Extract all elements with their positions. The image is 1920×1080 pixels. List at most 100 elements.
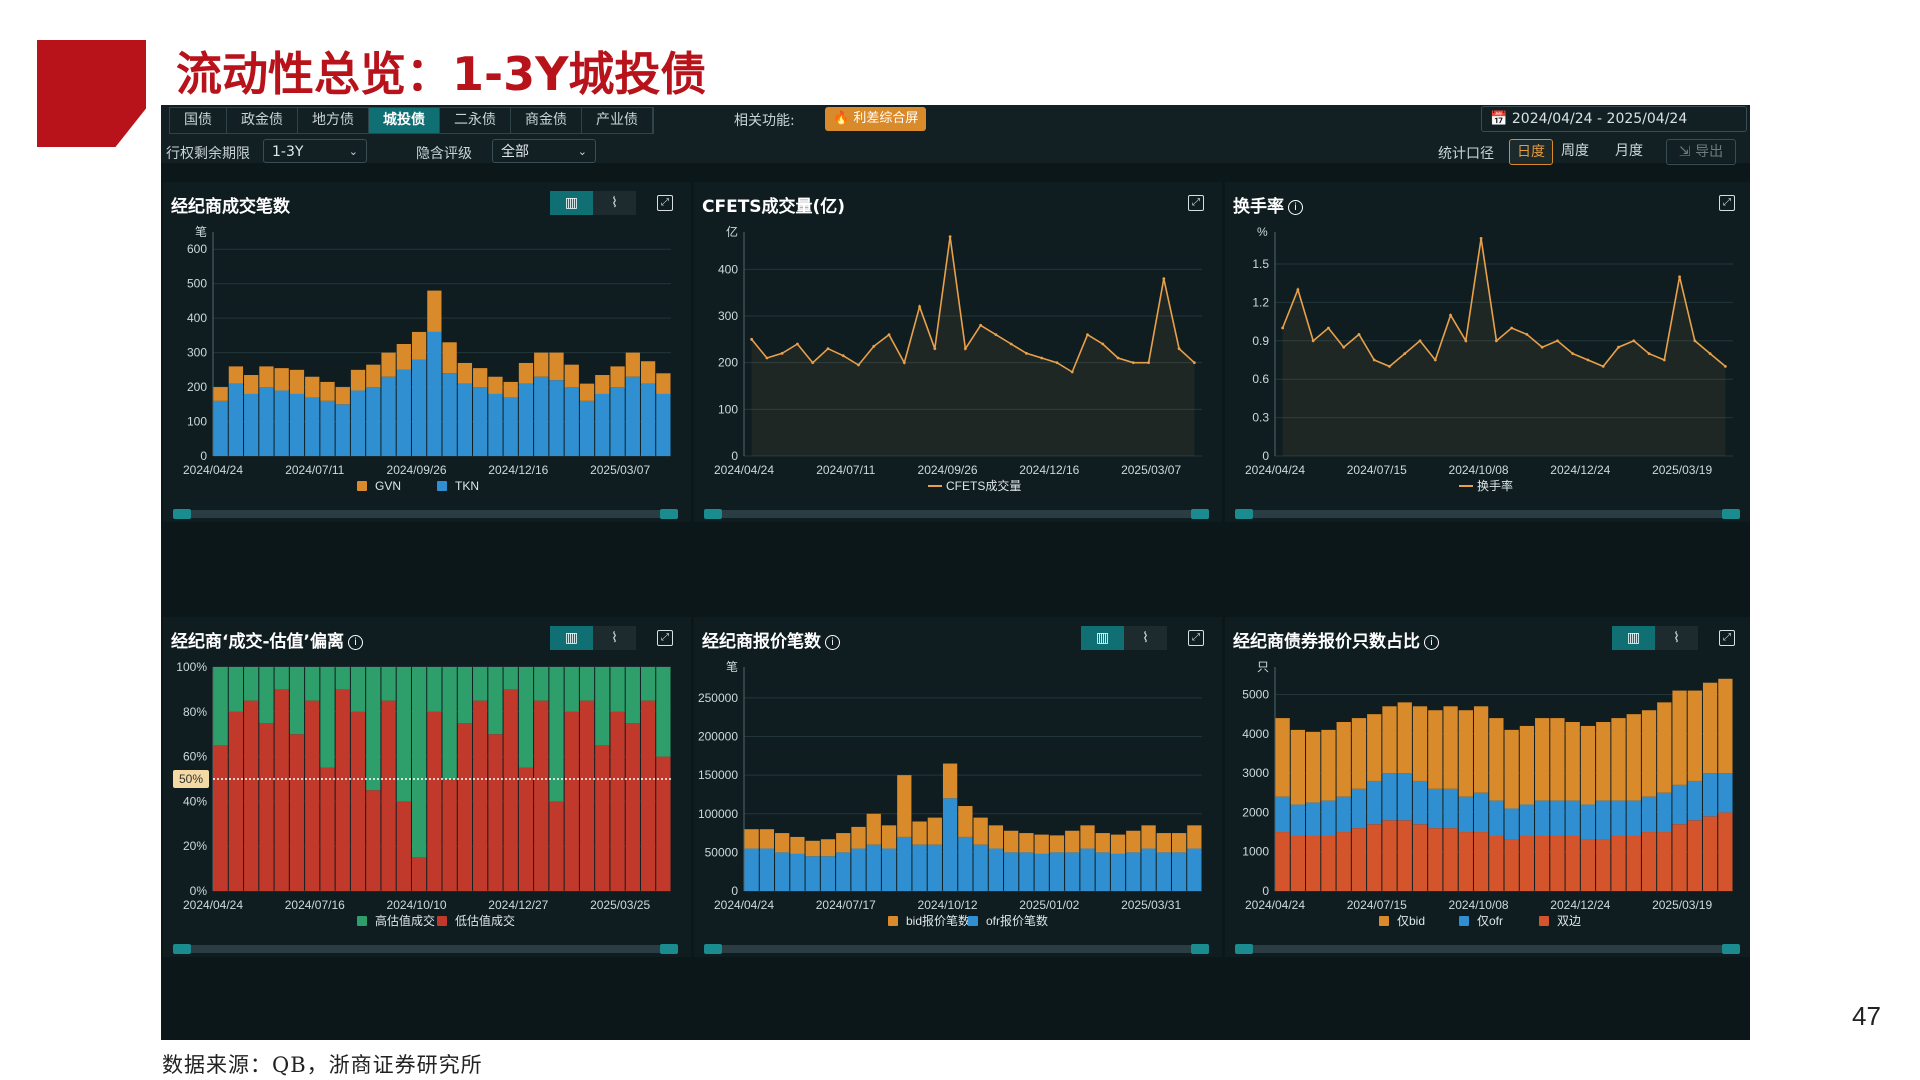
bar-segment [1065,830,1080,853]
slider-handle-left[interactable] [173,944,191,954]
bar-segment [564,711,579,891]
x-tick-label: 2024/10/10 [387,898,447,912]
line-chart-icon[interactable]: ⌇ [1124,626,1167,650]
period-weekly-button[interactable]: 周度 [1561,143,1589,159]
series-point [1708,352,1712,355]
series-point [1601,365,1605,368]
bar-segment [1004,852,1019,891]
period-daily-button[interactable]: 日度 [1509,139,1553,165]
tab-0[interactable]: 国债 [170,108,227,133]
series-point [1327,326,1330,330]
term-select[interactable]: 1-3Y ⌄ [263,139,367,163]
expand-icon[interactable]: ⤢ [1719,195,1735,211]
date-range-picker[interactable]: 📅 2024/04/24 - 2025/04/24 [1481,106,1747,132]
tab-1[interactable]: 政金债 [227,108,298,133]
bar-chart-icon[interactable]: ▥ [1612,626,1655,650]
period-monthly-button[interactable]: 月度 [1615,143,1643,159]
info-icon[interactable]: i [347,635,363,650]
export-button[interactable]: ⇲ 导出 [1666,139,1736,165]
bar-chart-icon[interactable]: ▥ [550,191,593,215]
slider-handle-left[interactable] [704,509,722,519]
expand-icon[interactable]: ⤢ [657,630,673,646]
series-line [1281,238,1726,368]
expand-icon[interactable]: ⤢ [1188,630,1204,646]
bar-segment [564,667,579,712]
bar-chart-icon[interactable]: ▥ [1081,626,1124,650]
bar-segment [881,825,897,849]
zoom-slider[interactable] [704,509,1209,519]
bar-segment [1611,800,1626,836]
bar-segment [595,375,610,394]
bar-chart-icon[interactable]: ▥ [550,626,593,650]
bar-segment [320,381,335,401]
y-tick-label: 1.2 [1252,295,1269,309]
info-icon[interactable]: i [1424,635,1439,650]
slide-title: 流动性总览：1-3Y城投债 [176,47,707,101]
zoom-slider[interactable] [173,509,678,519]
zoom-slider[interactable] [704,944,1209,954]
bar-segment [488,667,503,735]
zoom-slider[interactable] [1235,944,1740,954]
tab-4[interactable]: 二永债 [440,108,511,133]
zoom-slider[interactable] [1235,509,1740,519]
bar-segment [289,393,305,456]
expand-icon[interactable]: ⤢ [657,195,673,211]
bar-segment [927,817,942,845]
bar-segment [274,689,289,891]
slider-handle-left[interactable] [1235,509,1253,519]
x-tick-label: 2025/01/02 [1019,898,1079,912]
x-tick-label: 2024/12/16 [1019,463,1079,477]
y-unit-label: 笔 [726,659,738,674]
series-point [841,354,845,358]
slider-handle-right[interactable] [660,944,678,954]
zoom-slider[interactable] [173,944,678,954]
bar-segment [442,667,457,779]
bar-segment [381,352,396,377]
slider-handle-left[interactable] [704,944,722,954]
legend-swatch [357,481,367,491]
slider-handle-right[interactable] [1191,509,1209,519]
tab-5[interactable]: 商金债 [511,108,582,133]
series-point [1162,277,1166,281]
bar-segment [1626,835,1641,891]
y-tick-label: 3000 [1242,766,1269,780]
y-tick-label: 0 [200,449,207,463]
line-chart-icon[interactable]: ⌇ [593,191,636,215]
tab-6[interactable]: 产业债 [582,108,653,133]
series-point [1009,342,1013,346]
slider-handle-left[interactable] [173,509,191,519]
bar-segment [1049,835,1065,853]
tab-3[interactable]: 城投债 [369,108,440,133]
legend-label: GVN [375,479,401,493]
bar-segment [1336,722,1351,797]
bar-segment [1596,800,1611,840]
slider-handle-right[interactable] [1722,509,1740,519]
series-point [948,235,952,239]
bar-segment [1473,706,1489,793]
bar-segment [1412,706,1428,781]
spread-screen-button[interactable]: 🔥 利差综合屏 [825,107,927,131]
panel-title: 经纪商债券报价只数占比 i [1233,627,1439,652]
expand-icon[interactable]: ⤢ [1188,195,1204,211]
slider-handle-right[interactable] [1722,944,1740,954]
line-chart-icon[interactable]: ⌇ [1655,626,1698,650]
expand-icon[interactable]: ⤢ [1719,630,1735,646]
bar-segment [1672,784,1687,825]
tab-2[interactable]: 地方债 [298,108,369,133]
rating-select[interactable]: 全部 ⌄ [492,139,596,163]
slider-handle-left[interactable] [1235,944,1253,954]
bar-segment [1443,706,1458,789]
bar-segment [1397,702,1412,774]
slider-handle-right[interactable] [1191,944,1209,954]
bar-segment [1458,832,1473,891]
line-chart-icon[interactable]: ⌇ [593,626,636,650]
panel-title-text: 经纪商成交笔数 [171,197,290,217]
bar-segment [457,383,473,456]
info-icon[interactable]: i [1288,200,1303,215]
bar-segment [1718,812,1733,891]
bar-segment [744,829,759,849]
series-point [1540,345,1544,349]
info-icon[interactable]: i [825,635,840,650]
slider-handle-right[interactable] [660,509,678,519]
legend-label: bid报价笔数 [906,913,970,928]
